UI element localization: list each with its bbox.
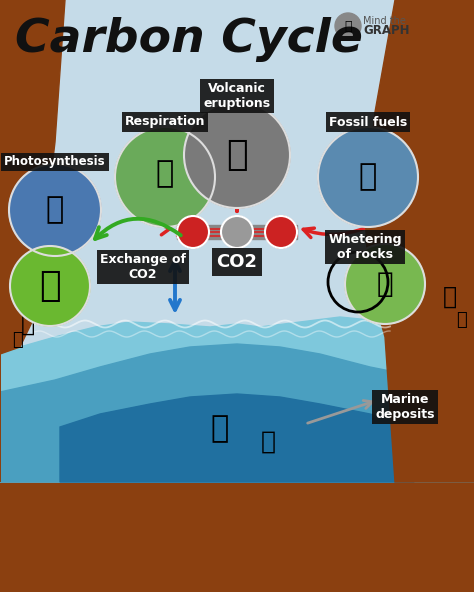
Circle shape <box>10 246 90 326</box>
Polygon shape <box>0 482 474 592</box>
Text: Marine
deposits: Marine deposits <box>375 393 435 421</box>
Polygon shape <box>60 394 414 482</box>
Text: 🐌: 🐌 <box>261 430 275 454</box>
Text: Carbon Cycle: Carbon Cycle <box>15 17 363 62</box>
Circle shape <box>9 164 101 256</box>
Text: Photosynthesis: Photosynthesis <box>4 156 106 169</box>
Text: 🏭: 🏭 <box>359 162 377 191</box>
Text: 🌳: 🌳 <box>46 195 64 224</box>
Circle shape <box>335 13 361 39</box>
Polygon shape <box>0 0 65 482</box>
Text: 🐚: 🐚 <box>211 414 229 443</box>
Circle shape <box>318 127 418 227</box>
Polygon shape <box>0 344 474 482</box>
Text: 🌿: 🌿 <box>13 331 23 349</box>
Text: 🧠: 🧠 <box>344 20 352 33</box>
Text: GRAPH: GRAPH <box>363 24 410 37</box>
Circle shape <box>184 102 290 208</box>
Text: 🚗: 🚗 <box>377 270 393 298</box>
Text: CO2: CO2 <box>217 253 257 271</box>
Circle shape <box>115 127 215 227</box>
Bar <box>177 225 297 239</box>
Text: 🍃: 🍃 <box>39 269 61 303</box>
Text: Whetering
of rocks: Whetering of rocks <box>328 233 402 261</box>
Polygon shape <box>0 317 474 482</box>
Text: 🐄: 🐄 <box>156 159 174 188</box>
Text: 🌲: 🌲 <box>443 285 457 309</box>
Circle shape <box>265 216 297 248</box>
Text: 🌿: 🌿 <box>21 312 35 336</box>
Circle shape <box>345 244 425 324</box>
Text: Respiration: Respiration <box>125 115 205 128</box>
Text: 🌋: 🌋 <box>226 138 248 172</box>
Text: Volcanic
eruptions: Volcanic eruptions <box>203 82 271 110</box>
Circle shape <box>177 216 209 248</box>
Text: 🌲: 🌲 <box>456 311 467 329</box>
Polygon shape <box>365 0 474 482</box>
Text: Fossil fuels: Fossil fuels <box>329 115 407 128</box>
Text: Exchange of
CO2: Exchange of CO2 <box>100 253 186 281</box>
Circle shape <box>221 216 253 248</box>
Text: Mind the: Mind the <box>363 16 406 26</box>
